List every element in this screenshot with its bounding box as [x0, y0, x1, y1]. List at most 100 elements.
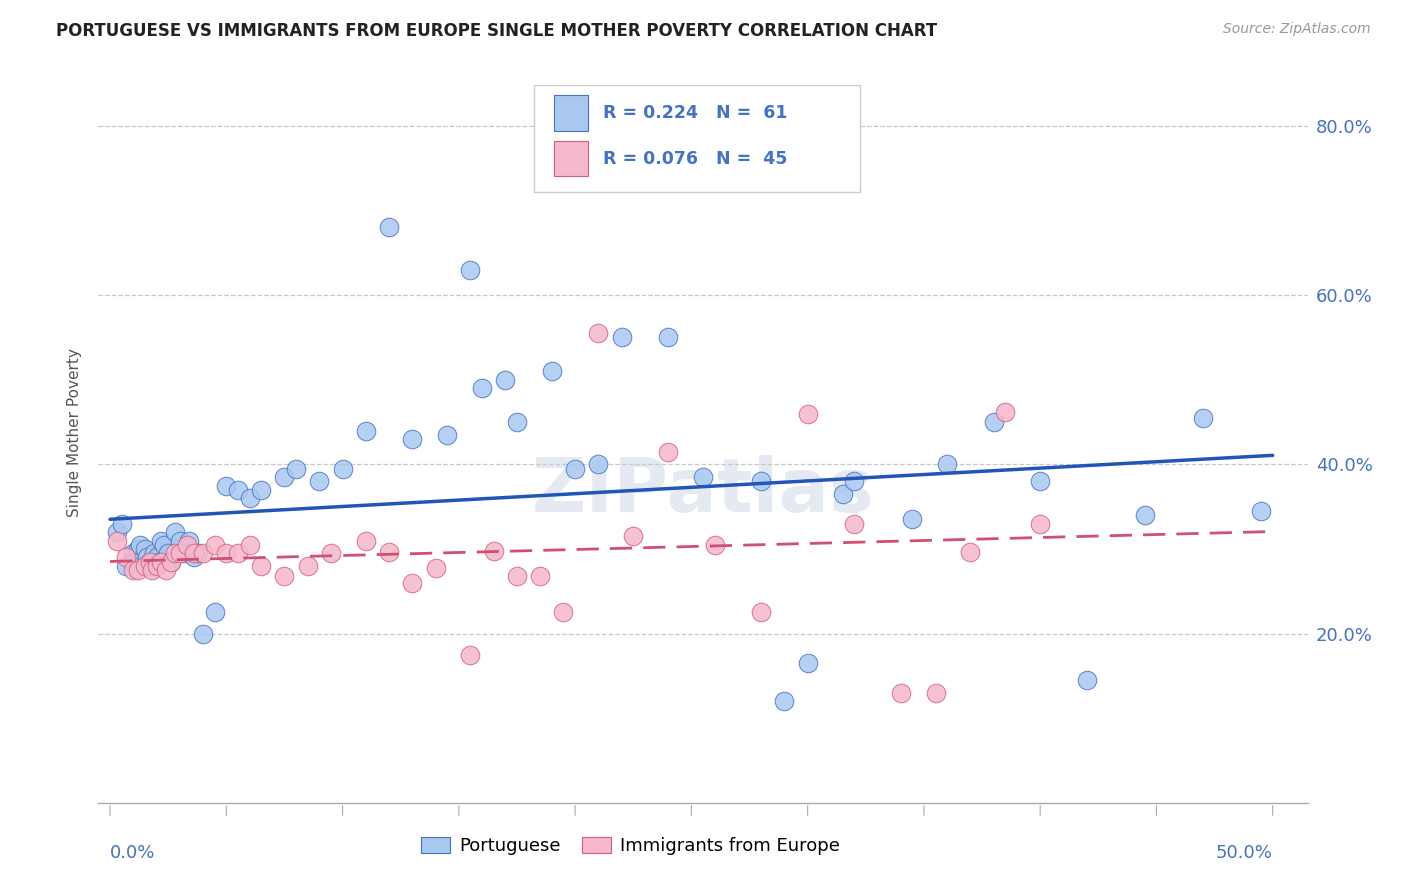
- Point: [959, 544, 981, 558]
- Point: [143, 546, 166, 560]
- Point: [588, 458, 610, 472]
- Point: [924, 686, 946, 700]
- Point: [460, 262, 482, 277]
- Point: [191, 546, 214, 560]
- Text: R = 0.076   N =  45: R = 0.076 N = 45: [603, 150, 787, 168]
- Point: [332, 461, 354, 475]
- Point: [657, 444, 679, 458]
- FancyBboxPatch shape: [554, 141, 588, 177]
- Text: 0.0%: 0.0%: [110, 844, 156, 862]
- Text: Source: ZipAtlas.com: Source: ZipAtlas.com: [1223, 22, 1371, 37]
- Point: [1076, 673, 1098, 687]
- Point: [1029, 475, 1052, 489]
- Point: [191, 626, 214, 640]
- FancyBboxPatch shape: [554, 95, 588, 130]
- Text: R = 0.224   N =  61: R = 0.224 N = 61: [603, 103, 787, 122]
- Point: [436, 427, 458, 442]
- Point: [378, 220, 401, 235]
- Point: [148, 555, 170, 569]
- Point: [401, 432, 423, 446]
- Point: [111, 516, 134, 531]
- Point: [141, 563, 163, 577]
- Point: [183, 546, 205, 560]
- Point: [226, 483, 249, 497]
- Point: [250, 483, 273, 497]
- Point: [460, 648, 482, 662]
- Point: [169, 546, 191, 560]
- Point: [138, 555, 160, 569]
- Point: [610, 330, 633, 344]
- Point: [122, 546, 145, 560]
- Point: [187, 546, 209, 560]
- Point: [122, 563, 145, 577]
- Point: [494, 373, 516, 387]
- Point: [657, 330, 679, 344]
- Point: [273, 470, 295, 484]
- Point: [204, 606, 226, 620]
- Point: [134, 558, 156, 573]
- Point: [994, 405, 1017, 419]
- Point: [1250, 504, 1272, 518]
- Point: [703, 538, 725, 552]
- Y-axis label: Single Mother Poverty: Single Mother Poverty: [67, 348, 83, 517]
- Point: [482, 543, 505, 558]
- Point: [354, 424, 377, 438]
- Point: [159, 555, 181, 569]
- Point: [588, 326, 610, 341]
- Point: [831, 487, 853, 501]
- Point: [150, 533, 173, 548]
- Point: [239, 491, 262, 506]
- Point: [319, 546, 342, 560]
- Point: [136, 550, 159, 565]
- Point: [1192, 410, 1215, 425]
- Point: [169, 533, 191, 548]
- Point: [152, 538, 174, 552]
- Point: [308, 475, 330, 489]
- Point: [901, 512, 924, 526]
- Point: [553, 606, 575, 620]
- Point: [529, 569, 551, 583]
- Point: [796, 656, 818, 670]
- Point: [1029, 516, 1052, 531]
- Point: [122, 555, 145, 569]
- Text: ZIPatlas: ZIPatlas: [531, 455, 875, 528]
- Point: [105, 524, 128, 539]
- Point: [165, 524, 187, 539]
- Point: [564, 461, 586, 475]
- Point: [134, 541, 156, 556]
- Point: [138, 555, 160, 569]
- Point: [157, 546, 180, 560]
- Point: [127, 541, 149, 556]
- Point: [159, 555, 181, 569]
- Legend: Portuguese, Immigrants from Europe: Portuguese, Immigrants from Europe: [416, 831, 845, 861]
- Point: [155, 563, 177, 577]
- Point: [773, 694, 796, 708]
- Point: [749, 475, 772, 489]
- Text: 50.0%: 50.0%: [1216, 844, 1272, 862]
- Point: [796, 407, 818, 421]
- Point: [183, 550, 205, 565]
- Point: [378, 545, 401, 559]
- Point: [141, 558, 163, 573]
- Point: [844, 475, 866, 489]
- Point: [936, 458, 959, 472]
- Point: [506, 569, 529, 583]
- Point: [983, 415, 1005, 429]
- FancyBboxPatch shape: [534, 85, 860, 192]
- Point: [173, 546, 195, 560]
- Point: [129, 538, 152, 552]
- Point: [285, 461, 308, 475]
- Point: [354, 533, 377, 548]
- Point: [226, 546, 249, 560]
- Point: [215, 478, 238, 492]
- Point: [506, 415, 529, 429]
- Point: [145, 558, 167, 573]
- Point: [844, 516, 866, 531]
- Point: [621, 529, 644, 543]
- Point: [215, 546, 238, 560]
- Point: [115, 558, 138, 573]
- Point: [890, 686, 912, 700]
- Point: [179, 533, 201, 548]
- Point: [297, 558, 319, 573]
- Point: [250, 558, 273, 573]
